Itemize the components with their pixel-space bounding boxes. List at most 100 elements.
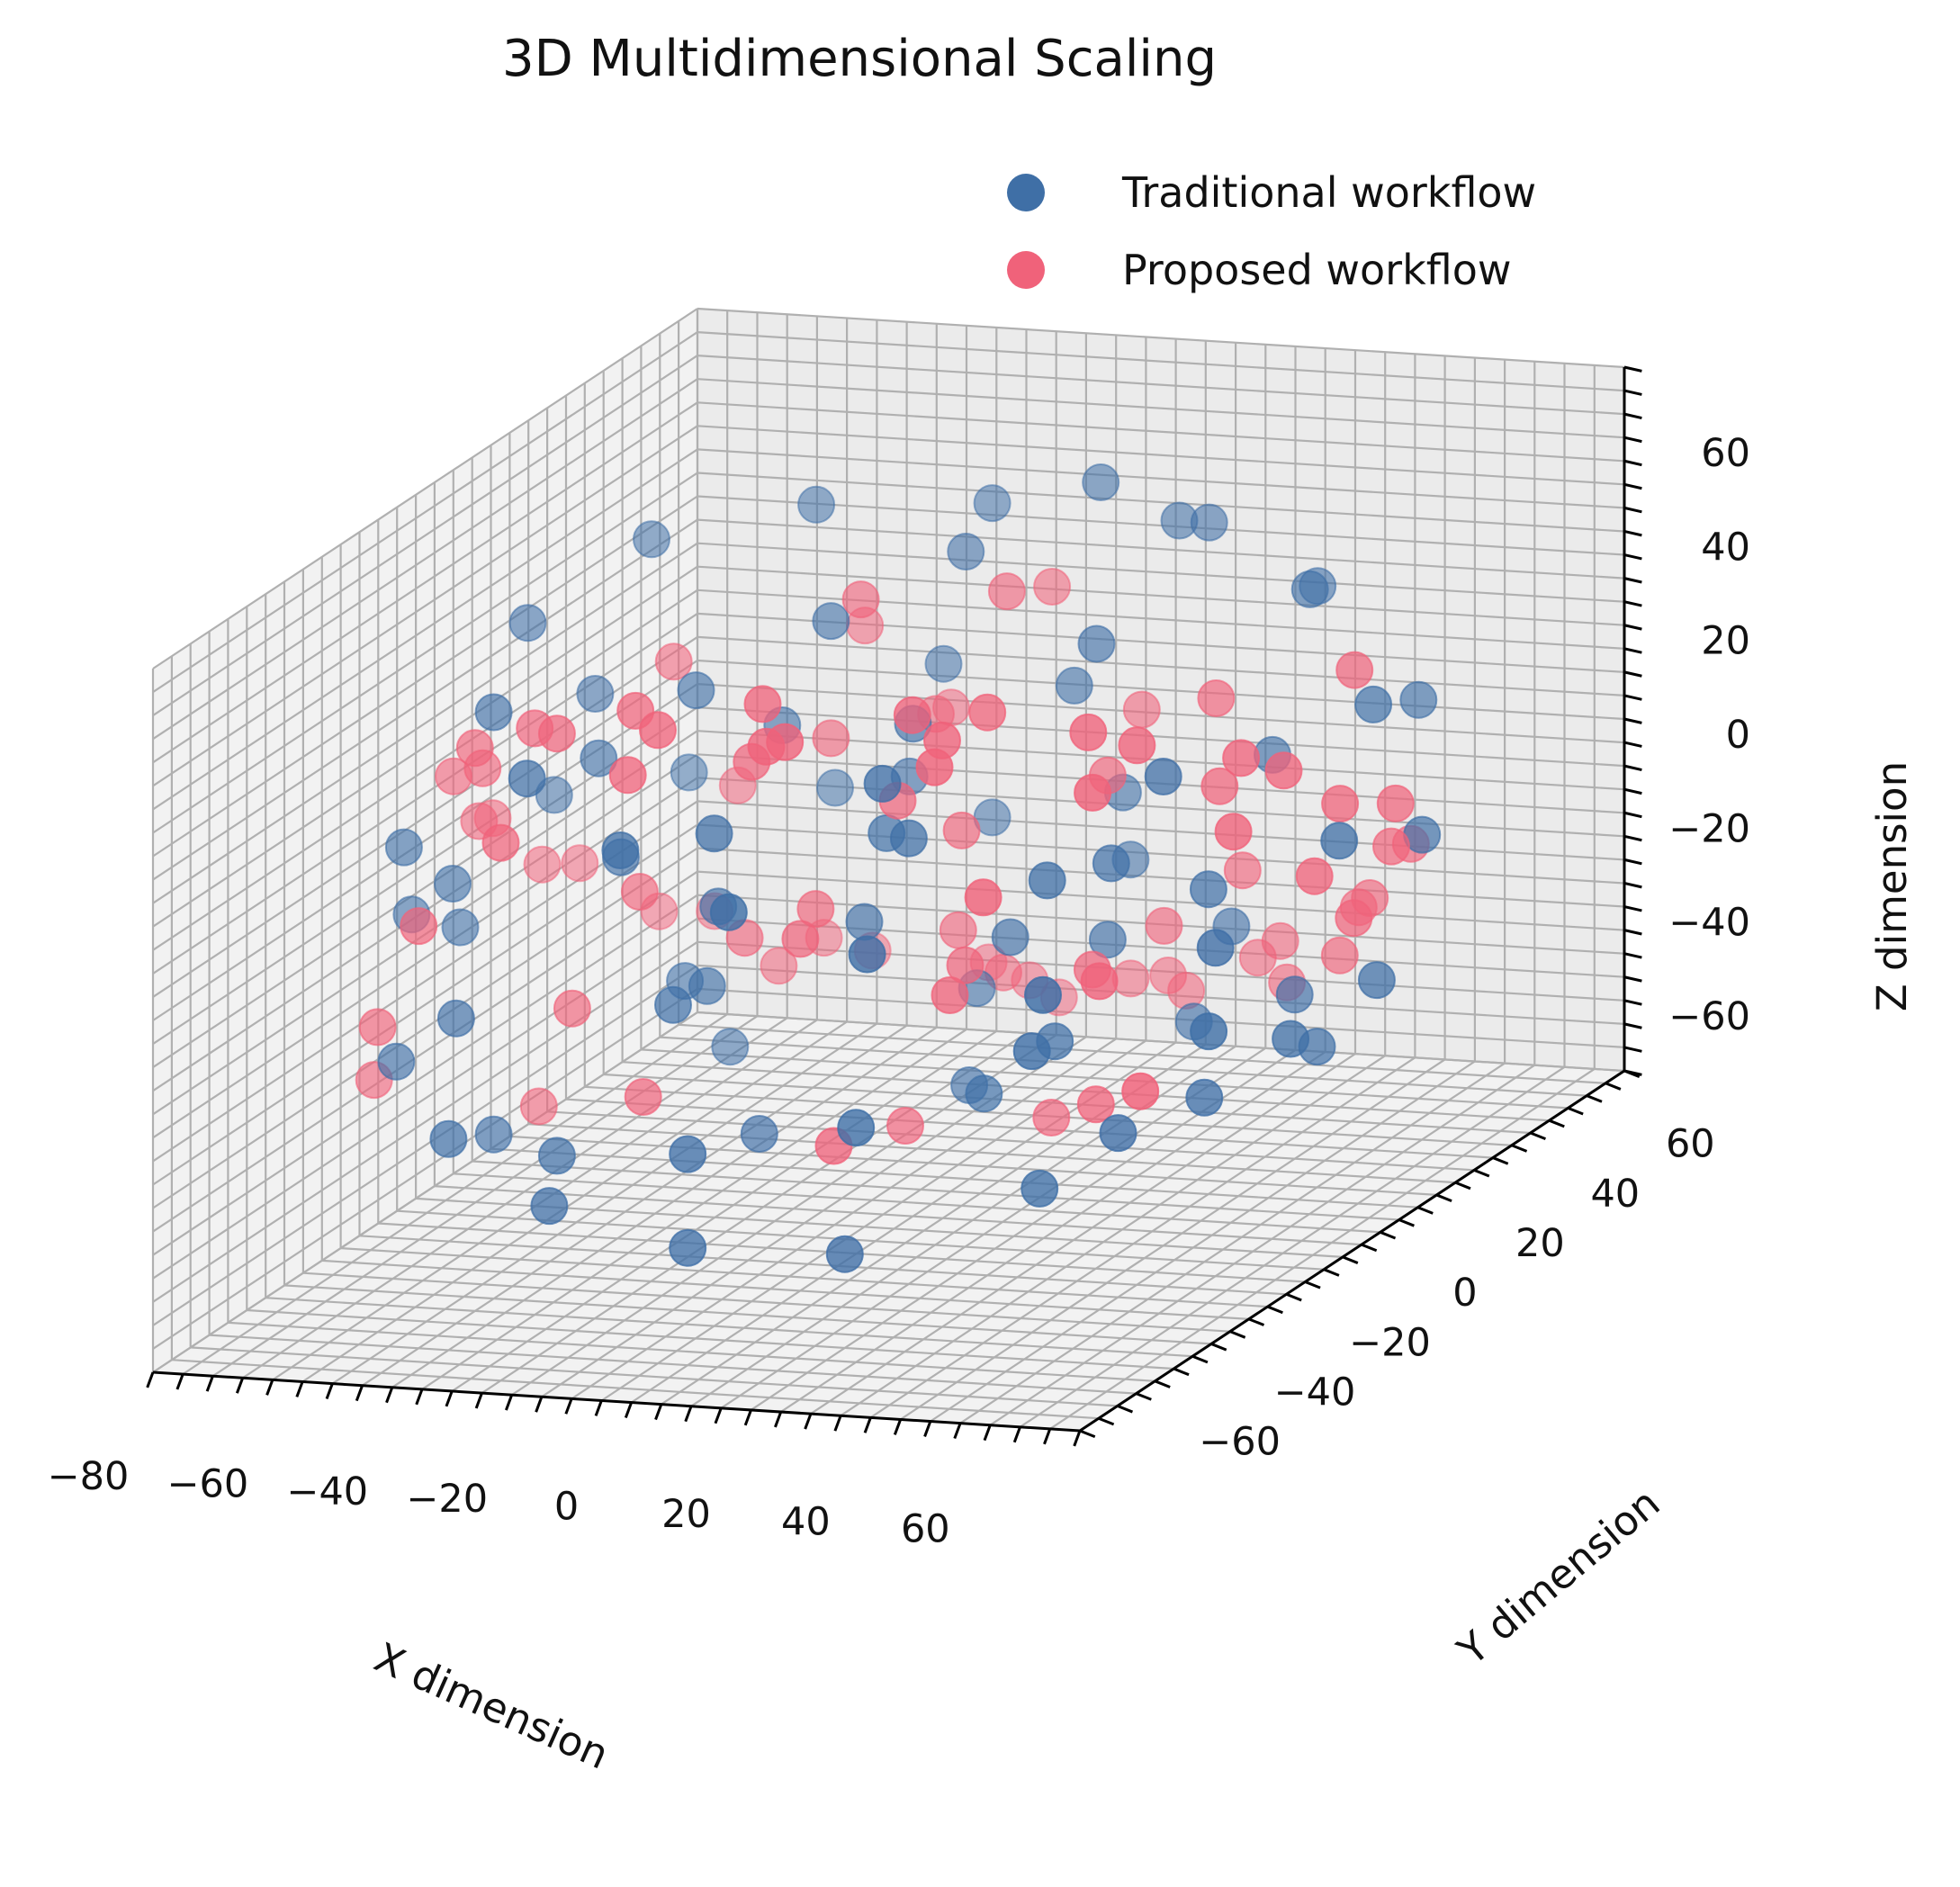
x-axis-line	[152, 1370, 1081, 1433]
traditional-point	[474, 1115, 513, 1154]
traditional-point	[1012, 1032, 1051, 1071]
grid-line	[152, 308, 698, 669]
grid-line	[242, 1017, 788, 1379]
grid-line	[359, 1235, 1287, 1296]
proposed-point	[561, 844, 599, 883]
x-tick	[983, 1424, 992, 1442]
traditional-point	[1320, 822, 1359, 860]
grid-line	[182, 1013, 728, 1376]
y-tick	[1530, 1131, 1546, 1141]
z-tick	[1623, 834, 1642, 842]
grid-line	[361, 1024, 908, 1387]
z-tick	[1623, 436, 1642, 444]
proposed-point	[523, 845, 562, 884]
legend: Traditional workflow Proposed workflow	[1007, 168, 1536, 294]
proposed-point	[812, 719, 850, 758]
x-tick	[175, 1373, 184, 1390]
x-tick	[774, 1411, 783, 1428]
grid-line	[869, 1056, 1416, 1419]
traditional-point	[474, 693, 513, 732]
grid-line	[571, 1038, 1117, 1400]
proposed-point	[1122, 690, 1161, 729]
proposed-point	[886, 1107, 924, 1145]
x-tick-label: 20	[661, 1492, 711, 1537]
y-tick	[1248, 1317, 1265, 1326]
grid-line	[697, 800, 1625, 861]
y-tick	[1511, 1144, 1528, 1153]
grid-line	[679, 1023, 1606, 1084]
y-tick	[1229, 1330, 1246, 1339]
x-tick	[385, 1387, 394, 1404]
x-tick	[1012, 1426, 1021, 1443]
grid-line	[697, 1011, 1625, 1073]
traditional-point	[601, 831, 640, 869]
z-tick	[1623, 858, 1642, 866]
traditional-point	[1272, 1020, 1310, 1058]
traditional-point	[377, 1042, 416, 1081]
x-tick	[624, 1402, 634, 1418]
grid-line	[321, 1259, 1249, 1320]
x-tick	[953, 1423, 962, 1440]
proposed-point	[1197, 679, 1236, 717]
proposed-point	[358, 1008, 397, 1047]
traditional-point	[1144, 758, 1182, 795]
grid-line	[899, 1058, 1446, 1421]
y-tick	[1416, 1206, 1434, 1215]
x-axis-label: X dimension	[367, 1633, 616, 1779]
proposed-point	[766, 723, 805, 761]
x-tick	[445, 1390, 454, 1407]
grid-line	[152, 542, 698, 904]
grid-line	[697, 518, 1625, 580]
x-tick	[1073, 1430, 1082, 1447]
traditional-point	[530, 1187, 569, 1226]
grid-line	[528, 1123, 1456, 1184]
proposed-point	[1200, 767, 1239, 805]
traditional-point	[688, 966, 726, 1005]
grid-line	[697, 823, 1625, 885]
traditional-point	[537, 1137, 576, 1175]
tick-labels: −80 −60 −40 −20 0 20 40 60 −60 −40 −20 0 20 40 60 −60 −4…	[48, 431, 1750, 1551]
proposed-point	[743, 685, 782, 723]
y-tick	[1548, 1119, 1565, 1128]
proposed-point	[841, 580, 880, 619]
traditional-point	[1020, 1169, 1059, 1208]
y-tick	[1154, 1379, 1171, 1388]
svg-text:X dimension: X dimension	[367, 1633, 616, 1779]
y-tick	[1398, 1218, 1415, 1227]
traditional-point	[1190, 503, 1228, 542]
proposed-point	[1320, 936, 1359, 975]
y-tick	[1586, 1094, 1603, 1103]
svg-text:Z dimension: Z dimension	[1868, 761, 1916, 1011]
x-tick	[325, 1383, 334, 1400]
grid-line	[697, 706, 1625, 768]
traditional-point	[848, 935, 886, 974]
y-tick	[1323, 1268, 1340, 1277]
grid-line	[421, 1028, 967, 1390]
x-tick	[654, 1404, 663, 1421]
z-tick	[1623, 717, 1642, 724]
proposed-point	[654, 642, 693, 681]
x-tick	[146, 1371, 155, 1388]
traditional-point	[740, 1115, 778, 1153]
z-tick	[1623, 482, 1642, 490]
y-tick	[1492, 1156, 1509, 1165]
grid-line	[152, 425, 698, 787]
proposed-point	[942, 811, 981, 849]
proposed-point	[1222, 739, 1261, 777]
grid-line	[697, 448, 1625, 509]
grid-line	[697, 495, 1625, 556]
traditional-point	[1092, 844, 1130, 883]
z-tick	[1623, 389, 1642, 396]
z-tick-label: 20	[1701, 619, 1750, 664]
y-tick	[1079, 1429, 1096, 1439]
grid-line	[152, 331, 698, 694]
x-tick-label: 0	[554, 1485, 579, 1530]
z-tick-label: 60	[1701, 431, 1750, 476]
floor-pane	[153, 1012, 1624, 1431]
grid-line	[697, 659, 1625, 721]
grid-line	[152, 565, 698, 928]
traditional-point	[1290, 570, 1329, 608]
x-tick	[923, 1420, 932, 1437]
